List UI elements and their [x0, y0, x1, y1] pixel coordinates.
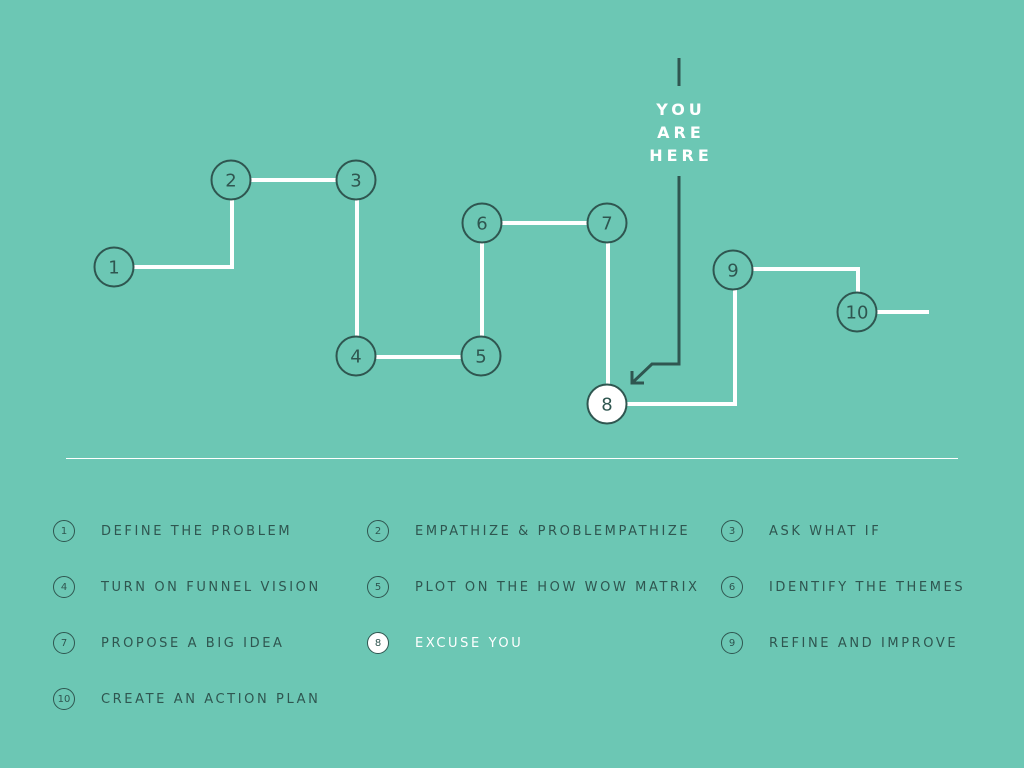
marker-arrow-line [630, 176, 681, 385]
step-node-10: 10 [836, 291, 878, 333]
step-node-1: 1 [93, 246, 135, 288]
step-node-circle [210, 159, 252, 201]
legend-label: DEFINE THE PROBLEM [101, 523, 293, 539]
step-node-8: 8 [586, 383, 628, 425]
legend-item-7: 7 PROPOSE A BIG IDEA [53, 631, 282, 655]
step-node-number: 7 [601, 214, 612, 235]
legend-item-9: 9 REFINE AND IMPROVE [721, 631, 956, 655]
step-node-number: 2 [225, 171, 236, 192]
legend-badge: 7 [53, 632, 75, 654]
step-node-number: 6 [476, 214, 487, 235]
step-node-6: 6 [461, 202, 503, 244]
legend-item-6: 6 IDENTIFY THE THEMES [721, 575, 963, 599]
legend-item-10: 10 CREATE AN ACTION PLAN [53, 687, 318, 711]
step-node-circle [836, 291, 878, 333]
step-node-number: 9 [727, 261, 738, 282]
step-node-circle [586, 383, 628, 425]
legend-label: IDENTIFY THE THEMES [769, 579, 966, 595]
marker-line-3: HERE [649, 146, 713, 165]
legend-badge: 4 [53, 576, 75, 598]
legend-item-3: 3 ASK WHAT IF [721, 519, 879, 543]
legend-badge: 3 [721, 520, 743, 542]
step-node-2: 2 [210, 159, 252, 201]
step-node-circle [460, 335, 502, 377]
legend-label: PROPOSE A BIG IDEA [101, 635, 285, 651]
step-node-5: 5 [460, 335, 502, 377]
marker-line-1: YOU [655, 100, 706, 119]
step-node-circle [335, 335, 377, 377]
step-node-7: 7 [586, 202, 628, 244]
step-node-circle [461, 202, 503, 244]
step-node-circle [586, 202, 628, 244]
you-are-here-marker: YOU ARE HERE [630, 58, 713, 385]
legend-badge: 5 [367, 576, 389, 598]
step-node-4: 4 [335, 335, 377, 377]
process-path [114, 178, 929, 406]
divider [66, 458, 958, 459]
legend-label: ASK WHAT IF [769, 523, 882, 539]
legend-badge: 2 [367, 520, 389, 542]
legend-item-8: 8 EXCUSE YOU [367, 631, 521, 655]
step-node-number: 5 [475, 347, 486, 368]
legend-item-5: 5 PLOT ON THE HOW WOW MATRIX [367, 575, 697, 599]
step-node-circle [93, 246, 135, 288]
legend-label: PLOT ON THE HOW WOW MATRIX [415, 579, 700, 595]
step-node-3: 3 [335, 159, 377, 201]
step-node-circle [712, 249, 754, 291]
step-nodes: 1 2 3 4 5 6 7 8 9 10 [93, 159, 878, 425]
step-node-circle [335, 159, 377, 201]
legend-item-2: 2 EMPATHIZE & PROBLEMPATHIZE [367, 519, 688, 543]
legend-badge: 9 [721, 632, 743, 654]
legend-item-1: 1 DEFINE THE PROBLEM [53, 519, 290, 543]
legend-item-4: 4 TURN ON FUNNEL VISION [53, 575, 318, 599]
legend-badge: 10 [53, 688, 75, 710]
marker-arrow-head [630, 371, 644, 385]
legend-badge: 1 [53, 520, 75, 542]
legend-label: TURN ON FUNNEL VISION [101, 579, 321, 595]
legend-label: EMPATHIZE & PROBLEMPATHIZE [415, 523, 691, 539]
step-node-number: 1 [108, 258, 119, 279]
step-node-9: 9 [712, 249, 754, 291]
legend-label: CREATE AN ACTION PLAN [101, 691, 321, 707]
step-node-number: 3 [350, 171, 361, 192]
legend-badge: 6 [721, 576, 743, 598]
legend-label: REFINE AND IMPROVE [769, 635, 959, 651]
legend-label: EXCUSE YOU [415, 635, 524, 651]
marker-line-2: ARE [657, 123, 705, 142]
legend-badge: 8 [367, 632, 389, 654]
step-node-number: 4 [350, 347, 361, 368]
step-node-number: 8 [601, 395, 612, 416]
process-path-diagram: YOU ARE HERE 1 2 3 4 5 6 7 8 9 10 [93, 58, 929, 425]
step-node-number: 10 [846, 303, 869, 324]
